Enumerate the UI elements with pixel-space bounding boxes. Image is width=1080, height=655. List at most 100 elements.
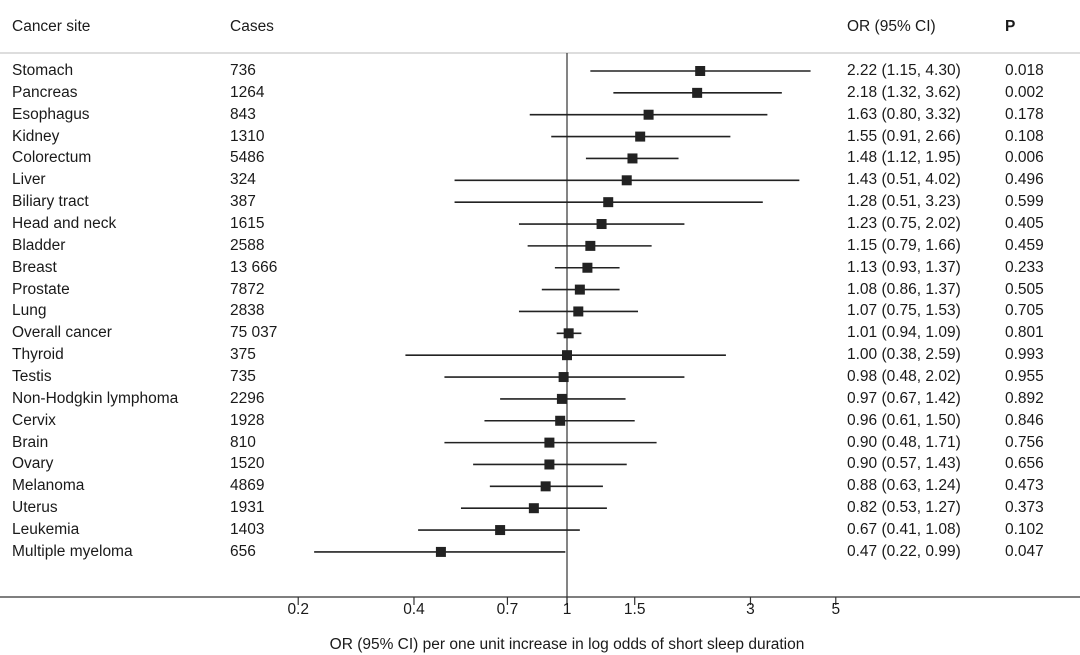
row-or-ci: 0.98 (0.48, 2.02) — [847, 368, 961, 386]
row-cases: 1264 — [230, 83, 265, 101]
row-site: Biliary tract — [12, 193, 89, 211]
x-tick-label: 1 — [562, 601, 572, 618]
row-cases: 13 666 — [230, 258, 278, 276]
or-marker — [495, 525, 506, 536]
row-site: Pancreas — [12, 83, 78, 101]
or-marker — [603, 197, 614, 208]
row-p-value: 0.801 — [1005, 324, 1044, 342]
row-p-value: 0.473 — [1005, 477, 1044, 495]
row-p-value: 0.599 — [1005, 193, 1044, 211]
row-site: Melanoma — [12, 477, 85, 495]
or-marker — [528, 503, 539, 514]
x-tick-label: 1.5 — [623, 601, 646, 618]
row-or-ci: 1.23 (0.75, 2.02) — [847, 215, 961, 233]
row-site: Kidney — [12, 127, 60, 145]
row-or-ci: 1.00 (0.38, 2.59) — [847, 346, 961, 364]
row-cases: 2296 — [230, 389, 265, 407]
row-cases: 7872 — [230, 280, 265, 298]
row-p-value: 0.233 — [1005, 258, 1044, 276]
or-marker — [627, 153, 638, 164]
row-or-ci: 1.15 (0.79, 1.66) — [847, 236, 961, 254]
or-marker — [574, 284, 585, 295]
or-marker — [544, 437, 555, 448]
x-tick-label: 5 — [831, 601, 841, 618]
row-cases: 75 037 — [230, 324, 278, 342]
or-marker — [540, 481, 551, 492]
or-marker — [621, 175, 632, 186]
row-or-ci: 1.28 (0.51, 3.23) — [847, 193, 961, 211]
row-or-ci: 2.18 (1.32, 3.62) — [847, 83, 961, 101]
header-or: OR (95% CI) — [847, 18, 936, 35]
or-marker — [635, 131, 646, 142]
row-or-ci: 0.97 (0.67, 1.42) — [847, 389, 961, 407]
or-marker — [544, 459, 555, 470]
or-marker — [558, 372, 569, 383]
x-axis-label: OR (95% CI) per one unit increase in log… — [329, 636, 805, 653]
row-site: Uterus — [12, 499, 58, 517]
x-tick-label: 3 — [746, 601, 755, 618]
row-site: Prostate — [12, 280, 70, 298]
row-p-value: 0.178 — [1005, 105, 1044, 123]
row-cases: 375 — [230, 346, 256, 364]
row-site: Lung — [12, 302, 47, 320]
row-p-value: 0.047 — [1005, 542, 1044, 560]
row-or-ci: 1.55 (0.91, 2.66) — [847, 127, 961, 145]
row-cases: 1928 — [230, 411, 265, 429]
row-p-value: 0.002 — [1005, 83, 1044, 101]
row-or-ci: 0.96 (0.61, 1.50) — [847, 411, 961, 429]
row-site: Brain — [12, 433, 49, 451]
row-site: Overall cancer — [12, 324, 112, 342]
row-cases: 2588 — [230, 236, 265, 254]
row-site: Colorectum — [12, 149, 92, 167]
row-p-value: 0.102 — [1005, 521, 1044, 539]
row-p-value: 0.006 — [1005, 149, 1044, 167]
row-p-value: 0.459 — [1005, 236, 1044, 254]
row-p-value: 0.705 — [1005, 302, 1044, 320]
x-tick-label: 0.2 — [287, 601, 309, 618]
row-or-ci: 0.67 (0.41, 1.08) — [847, 521, 961, 539]
row-cases: 843 — [230, 105, 256, 123]
row-cases: 5486 — [230, 149, 265, 167]
row-cases: 1520 — [230, 455, 265, 473]
row-or-ci: 0.82 (0.53, 1.27) — [847, 499, 961, 517]
row-site: Head and neck — [12, 215, 117, 233]
row-site: Ovary — [12, 455, 54, 473]
row-site: Bladder — [12, 236, 66, 254]
row-site: Non-Hodgkin lymphoma — [12, 389, 179, 407]
or-marker — [556, 393, 567, 404]
header-cases: Cases — [230, 18, 274, 35]
x-tick-label: 0.4 — [403, 601, 425, 618]
row-p-value: 0.018 — [1005, 62, 1044, 79]
row-or-ci: 1.63 (0.80, 3.32) — [847, 105, 961, 123]
row-p-value: 0.892 — [1005, 389, 1044, 407]
row-p-value: 0.405 — [1005, 215, 1044, 233]
row-or-ci: 1.48 (1.12, 1.95) — [847, 149, 961, 167]
row-site: Esophagus — [12, 105, 90, 123]
row-site: Stomach — [12, 62, 74, 79]
header-p: P — [1005, 18, 1016, 35]
row-p-value: 0.993 — [1005, 346, 1044, 364]
or-marker — [695, 66, 706, 76]
or-marker — [573, 306, 584, 317]
or-marker — [555, 415, 566, 426]
row-p-value: 0.505 — [1005, 280, 1044, 298]
row-p-value: 0.756 — [1005, 433, 1044, 451]
row-cases: 1403 — [230, 521, 265, 539]
row-p-value: 0.656 — [1005, 455, 1044, 473]
row-site: Liver — [12, 171, 46, 189]
row-cases: 387 — [230, 193, 256, 211]
row-cases: 810 — [230, 433, 256, 451]
or-marker — [596, 219, 607, 230]
row-site: Breast — [12, 258, 57, 276]
row-site: Multiple myeloma — [12, 542, 133, 560]
or-marker — [585, 240, 596, 251]
row-site: Cervix — [12, 411, 56, 429]
row-p-value: 0.496 — [1005, 171, 1044, 189]
row-site: Thyroid — [12, 346, 64, 364]
or-marker — [643, 109, 654, 120]
row-cases: 1931 — [230, 499, 265, 517]
row-or-ci: 1.01 (0.94, 1.09) — [847, 324, 961, 342]
row-or-ci: 1.43 (0.51, 4.02) — [847, 171, 961, 189]
or-marker — [562, 350, 572, 361]
row-cases: 4869 — [230, 477, 265, 495]
